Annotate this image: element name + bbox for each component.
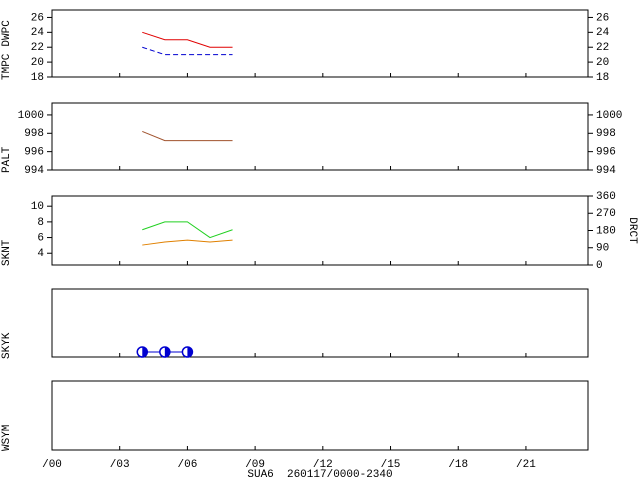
y-tick-label: 26	[31, 12, 44, 24]
y-tick-label-right: 26	[596, 12, 609, 24]
sky-symbol	[181, 346, 194, 358]
y-tick-label: 24	[31, 27, 45, 39]
y-tick-label-right: 1000	[596, 110, 622, 122]
x-tick-label: /12	[313, 459, 333, 471]
sky-fill	[164, 347, 170, 357]
y-tick-label-right: 20	[596, 57, 609, 69]
x-tick-label: /18	[448, 459, 468, 471]
y-tick-label: 20	[31, 57, 44, 69]
y-tick-label-right: 18	[596, 72, 609, 84]
x-tick-label: /06	[178, 459, 198, 471]
y2-tick-label: 0	[596, 260, 603, 272]
x-tick-label: /00	[42, 459, 62, 471]
series-line	[142, 221, 233, 239]
y-tick-label: 996	[24, 147, 44, 159]
y-tick-label: 8	[37, 217, 44, 229]
x-tick-label: /21	[516, 459, 536, 471]
y-axis-label: DWPC	[1, 20, 13, 47]
y2-axis-label: DRCT	[626, 217, 638, 244]
panel-frame	[51, 288, 589, 358]
y-tick-label: 6	[37, 232, 44, 244]
y-tick-label: 18	[31, 72, 44, 84]
sky-symbol	[159, 346, 171, 358]
y-axis-label: WSYM	[1, 425, 13, 451]
y-tick-label: 22	[31, 42, 44, 54]
y2-tick-label: 180	[596, 225, 616, 237]
sky-fill	[187, 347, 193, 357]
y-tick-label-right: 998	[596, 128, 616, 140]
sky-symbol	[136, 346, 149, 358]
panel-frame	[51, 195, 589, 266]
y-axis-label: PALT	[1, 146, 13, 173]
panel-frame	[51, 9, 589, 78]
y2-tick-label: 360	[596, 191, 616, 203]
y2-tick-label: 90	[596, 243, 609, 255]
series-line	[142, 31, 233, 48]
y-axis-label: SKNT	[1, 239, 13, 266]
y-tick-label-right: 24	[596, 27, 610, 39]
y2-tick-label: 270	[596, 208, 616, 220]
y-tick-label-right: 994	[596, 165, 616, 177]
panel-frame	[51, 102, 589, 171]
x-axis-label: SUA6 260117/0000-2340	[247, 469, 392, 480]
y-tick-label: 994	[24, 165, 44, 177]
y-tick-label-right: 996	[596, 147, 616, 159]
y-tick-label: 10	[31, 201, 44, 213]
y-tick-label: 998	[24, 128, 44, 140]
y-axis-label: SKYK	[1, 332, 13, 359]
panel-frame	[51, 380, 589, 451]
y-tick-label: 4	[37, 248, 44, 260]
x-tick-label: /15	[381, 459, 401, 471]
sky-fill	[142, 347, 148, 357]
x-tick-label: /09	[245, 459, 265, 471]
y-tick-label-right: 22	[596, 42, 609, 54]
y-tick-label: 1000	[18, 110, 44, 122]
x-tick-label: /03	[110, 459, 130, 471]
series-line	[142, 130, 233, 142]
y-axis-label: TMPC	[1, 53, 13, 80]
series-line	[142, 239, 233, 246]
series-line	[142, 46, 233, 56]
